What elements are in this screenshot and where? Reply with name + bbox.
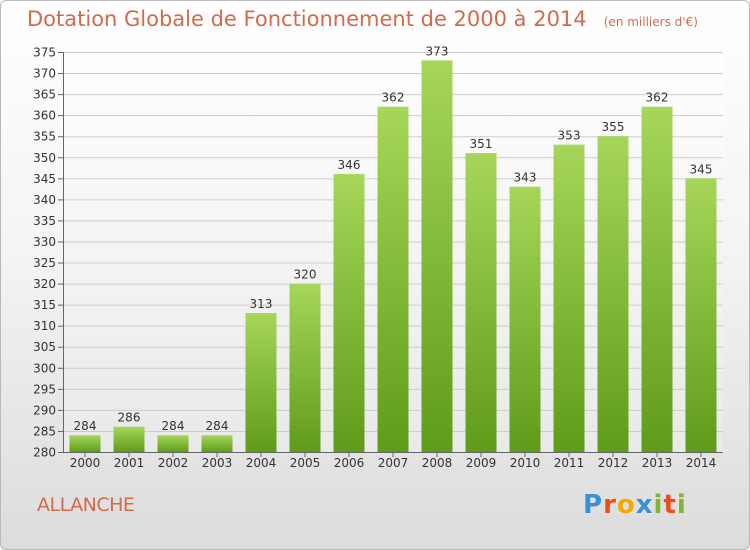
x-tick-label: 2005 bbox=[290, 456, 321, 470]
logo-letter: i bbox=[676, 490, 687, 520]
x-tick-label: 2014 bbox=[686, 456, 717, 470]
x-tick-label: 2001 bbox=[114, 456, 145, 470]
y-tick-label: 325 bbox=[33, 256, 56, 270]
bar bbox=[553, 144, 585, 452]
logo-letter: x bbox=[635, 490, 654, 520]
y-tick-label: 300 bbox=[33, 361, 56, 375]
bar bbox=[465, 153, 497, 453]
data-label: 284 bbox=[162, 419, 185, 433]
data-label: 284 bbox=[74, 419, 97, 433]
bar bbox=[69, 435, 101, 452]
y-tick-label: 285 bbox=[33, 424, 56, 438]
y-tick-label: 295 bbox=[33, 382, 56, 396]
bar bbox=[509, 186, 541, 452]
data-label: 351 bbox=[470, 137, 493, 151]
bar bbox=[245, 313, 277, 452]
x-tick-label: 2011 bbox=[554, 456, 585, 470]
data-label: 373 bbox=[426, 44, 449, 58]
data-label: 362 bbox=[382, 91, 405, 105]
y-tick-label: 310 bbox=[33, 319, 56, 333]
x-tick-label: 2006 bbox=[334, 456, 365, 470]
logo-letter: i bbox=[653, 490, 664, 520]
y-tick-label: 345 bbox=[33, 172, 56, 186]
data-label: 362 bbox=[646, 91, 669, 105]
bar bbox=[685, 178, 717, 452]
y-tick-label: 330 bbox=[33, 235, 56, 249]
y-tick-label: 315 bbox=[33, 298, 56, 312]
proxiti-logo: Proxiti bbox=[583, 490, 687, 520]
x-tick-label: 2000 bbox=[70, 456, 101, 470]
y-tick-label: 290 bbox=[33, 403, 56, 417]
bar bbox=[157, 435, 189, 452]
bar bbox=[201, 435, 233, 452]
data-label: 355 bbox=[602, 120, 625, 134]
y-tick-label: 350 bbox=[33, 151, 56, 165]
y-tick-label: 340 bbox=[33, 193, 56, 207]
data-label: 346 bbox=[338, 158, 361, 172]
x-tick-label: 2012 bbox=[598, 456, 629, 470]
logo-letter: P bbox=[583, 490, 604, 520]
logo-letter: o bbox=[616, 490, 636, 520]
y-tick-label: 335 bbox=[33, 214, 56, 228]
x-tick-label: 2008 bbox=[422, 456, 453, 470]
x-tick-label: 2007 bbox=[378, 456, 409, 470]
chart-title-block: Dotation Globale de Fonctionnement de 20… bbox=[27, 7, 698, 31]
chart-subtitle: (en milliers d'€) bbox=[603, 15, 698, 29]
data-label: 353 bbox=[558, 129, 581, 143]
x-tick-label: 2002 bbox=[158, 456, 189, 470]
data-label: 286 bbox=[118, 411, 141, 425]
data-label: 313 bbox=[250, 297, 273, 311]
data-label: 345 bbox=[690, 162, 713, 176]
x-tick-label: 2013 bbox=[642, 456, 673, 470]
bar bbox=[421, 60, 453, 452]
y-tick-label: 305 bbox=[33, 340, 56, 354]
bar bbox=[641, 106, 673, 452]
commune-name: ALLANCHE bbox=[37, 494, 135, 516]
chart-title: Dotation Globale de Fonctionnement de 20… bbox=[27, 7, 587, 31]
x-tick-label: 2010 bbox=[510, 456, 541, 470]
logo-letter: t bbox=[663, 490, 677, 520]
y-tick-label: 375 bbox=[33, 46, 56, 60]
y-tick-label: 365 bbox=[33, 88, 56, 102]
y-tick-label: 355 bbox=[33, 130, 56, 144]
y-tick-label: 280 bbox=[33, 446, 56, 460]
data-label: 343 bbox=[514, 171, 537, 185]
bar bbox=[289, 283, 321, 452]
x-tick-label: 2004 bbox=[246, 456, 277, 470]
y-tick-label: 320 bbox=[33, 277, 56, 291]
data-label: 320 bbox=[294, 268, 317, 282]
logo-letter: r bbox=[603, 490, 617, 520]
data-label: 284 bbox=[206, 419, 229, 433]
x-tick-label: 2003 bbox=[202, 456, 233, 470]
bar bbox=[597, 136, 629, 453]
bar bbox=[333, 174, 365, 452]
x-tick-label: 2009 bbox=[466, 456, 497, 470]
bar bbox=[113, 426, 145, 452]
y-tick-label: 370 bbox=[33, 67, 56, 81]
bar bbox=[377, 106, 409, 452]
y-tick-label: 360 bbox=[33, 109, 56, 123]
